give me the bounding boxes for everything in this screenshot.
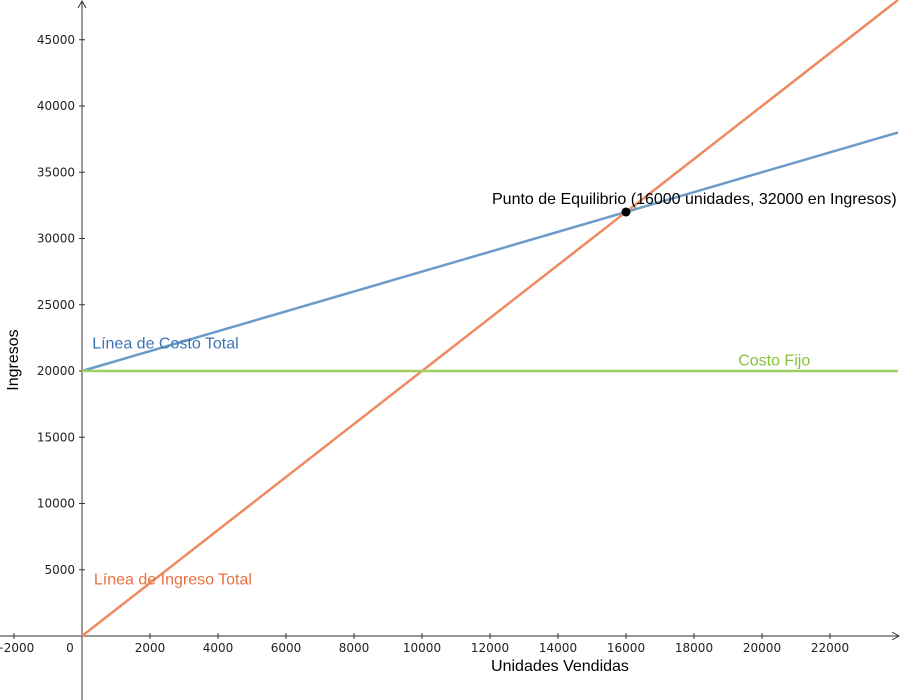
- y-tick-label: 20000: [37, 364, 75, 378]
- y-axis-ticks: 5000 10000 15000 20000 25000 30000 35000 40000 4…: [37, 33, 85, 577]
- series-line-linea-de-costo-total: [81, 131, 899, 373]
- annotation-points: Punto de Equilibrio (16000 unidades, 320…: [492, 191, 897, 217]
- break-even-point: [621, 207, 631, 217]
- series-lines: [81, 0, 899, 637]
- y-tick-label: 15000: [37, 430, 75, 444]
- y-tick-label: 45000: [37, 33, 75, 47]
- x-axis-ticks: −2000 0 2000 4000 6000 8000 10000 12000 14000 160…: [0, 633, 849, 655]
- series-labels: Línea de Costo Total Línea de Ingreso Tot…: [92, 335, 810, 588]
- x-tick-label: 0: [66, 641, 74, 655]
- x-tick-label: 8000: [339, 641, 370, 655]
- x-tick-label: 12000: [471, 641, 509, 655]
- x-tick-label: 2000: [135, 641, 166, 655]
- y-tick-label: 30000: [37, 232, 75, 246]
- series-label-linea-de-costo-total: Línea de Costo Total: [92, 335, 238, 352]
- x-tick-label: 16000: [607, 641, 645, 655]
- x-tick-label: 6000: [271, 641, 302, 655]
- x-tick-label: 14000: [539, 641, 577, 655]
- y-tick-label: 25000: [37, 298, 75, 312]
- x-tick-label: 20000: [743, 641, 781, 655]
- x-tick-label: 22000: [811, 641, 849, 655]
- y-tick-label: 5000: [44, 563, 75, 577]
- series-label-linea-de-ingreso-total: Línea de Ingreso Total: [94, 571, 252, 588]
- series-line-linea-de-ingreso-total: [81, 0, 899, 637]
- y-tick-label: 35000: [37, 165, 75, 179]
- y-axis-title: Ingresos: [5, 329, 22, 390]
- y-tick-label: 40000: [37, 99, 75, 113]
- x-axis-arrow: [891, 631, 900, 641]
- x-tick-label: 10000: [403, 641, 441, 655]
- x-tick-label: 4000: [203, 641, 234, 655]
- x-tick-label: −2000: [0, 641, 34, 655]
- x-axis-title: Unidades Vendidas: [491, 658, 629, 675]
- series-label-costo-fijo: Costo Fijo: [738, 353, 810, 370]
- break-even-label: Punto de Equilibrio (16000 unidades, 320…: [492, 191, 897, 208]
- x-tick-label: 18000: [675, 641, 713, 655]
- y-tick-label: 10000: [37, 497, 75, 511]
- y-axis-arrow: [77, 0, 87, 9]
